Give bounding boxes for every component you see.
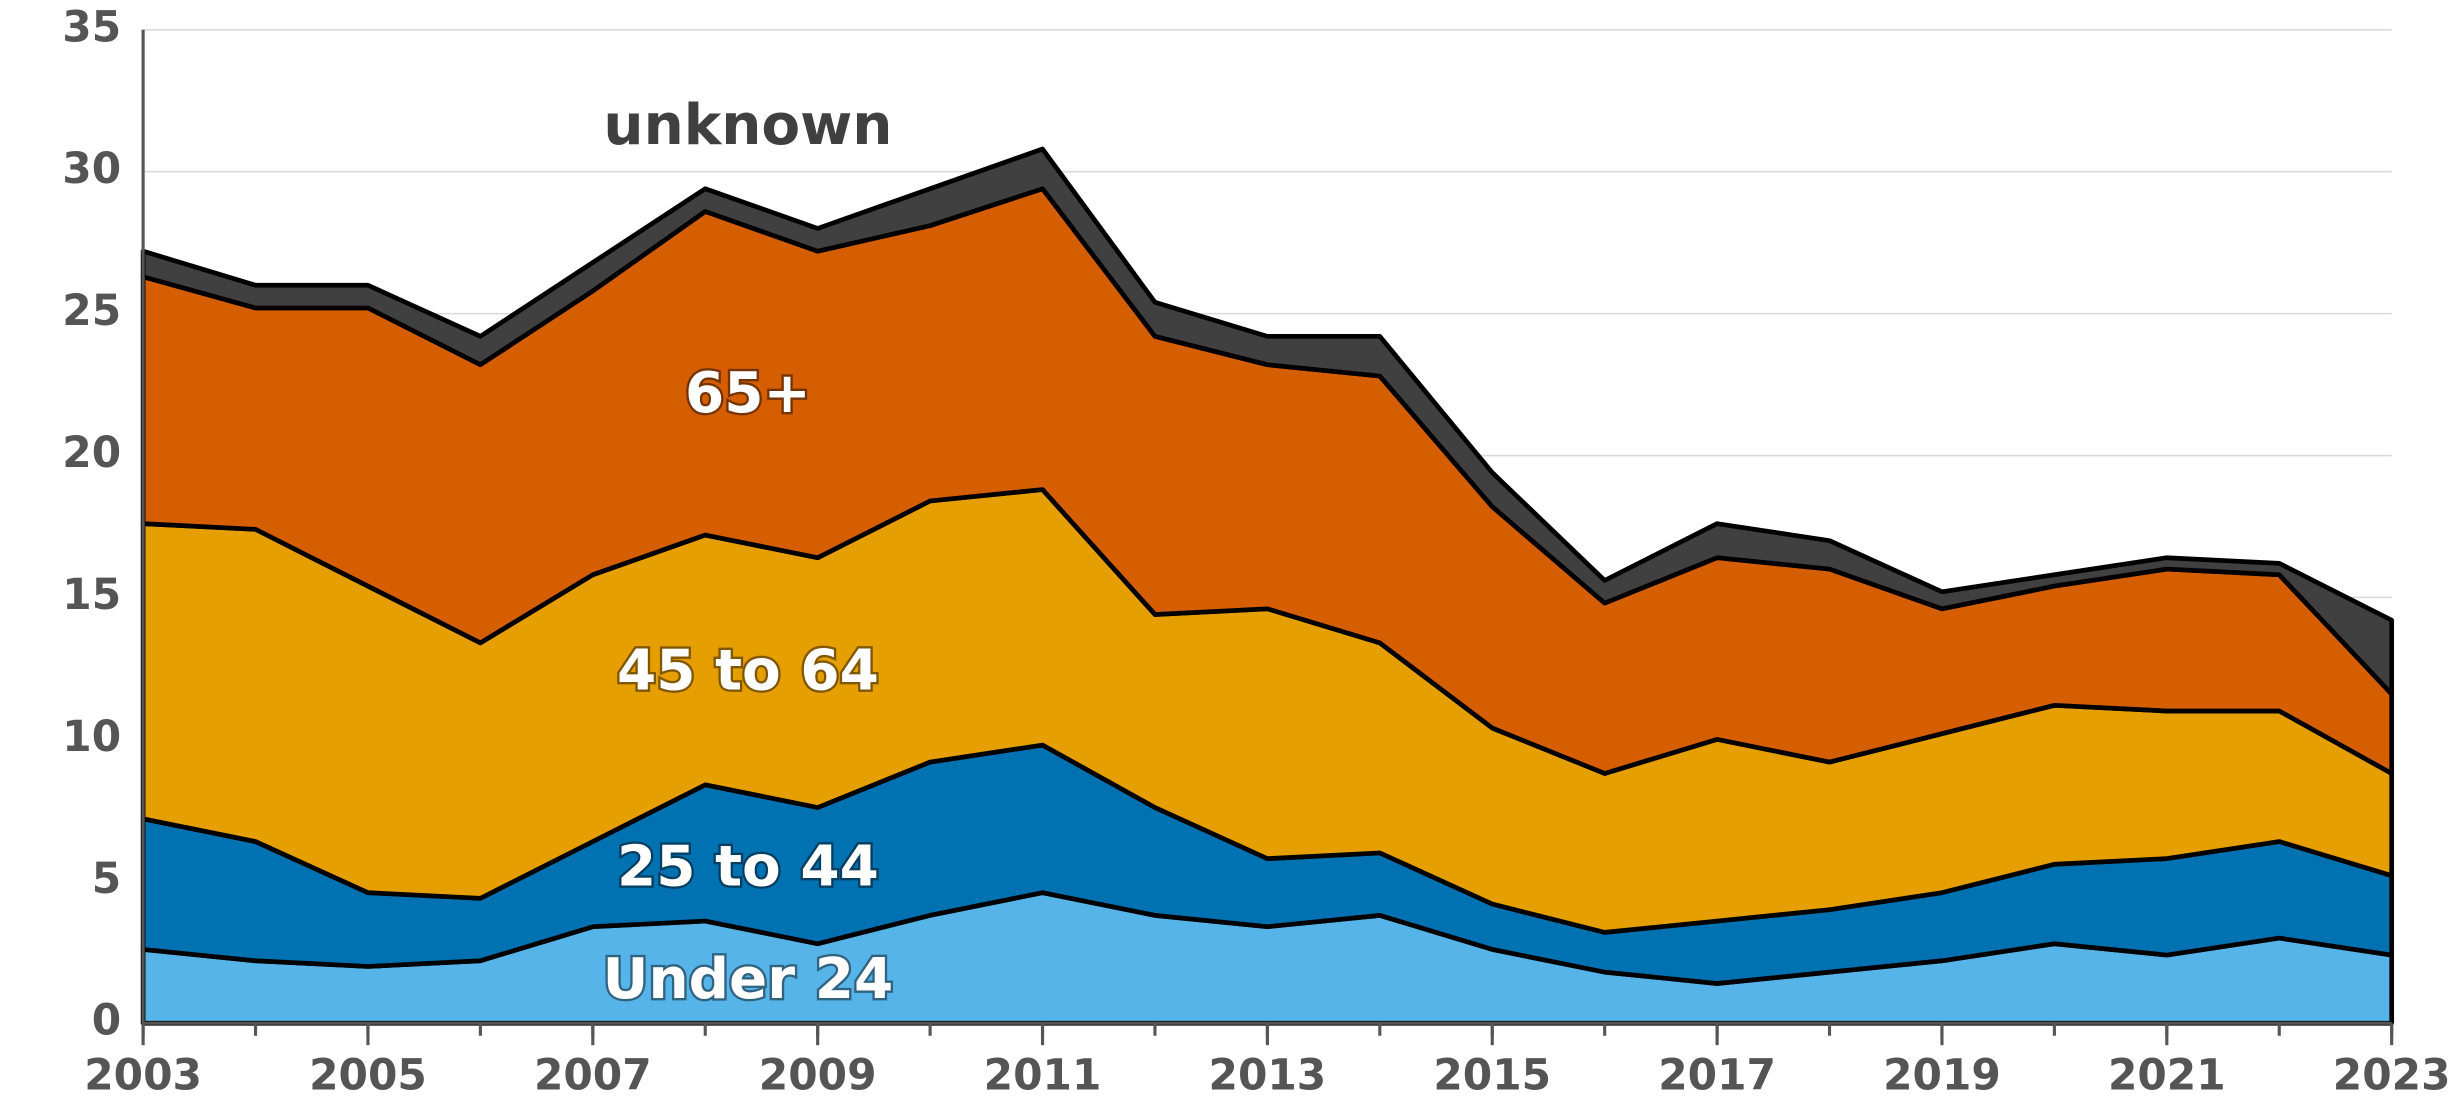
x-tick-label: 2023 xyxy=(2333,1051,2451,1100)
x-tick-label: 2005 xyxy=(309,1051,427,1100)
x-tick-label: 2003 xyxy=(84,1051,202,1100)
y-tick-label: 15 xyxy=(62,570,121,619)
y-tick-label: 35 xyxy=(62,2,121,51)
y-tick-label: 5 xyxy=(92,854,121,903)
x-tick-label: 2011 xyxy=(984,1051,1102,1100)
area xyxy=(140,146,2395,697)
x-tick-label: 2013 xyxy=(1209,1051,1327,1100)
series-label: 45 to 64 xyxy=(617,638,879,703)
x-tick-label: 2021 xyxy=(2108,1051,2226,1100)
x-tick-label: 2017 xyxy=(1658,1051,1776,1100)
x-tick-label: 2007 xyxy=(534,1051,652,1100)
series-label: unknown xyxy=(603,93,892,158)
y-tick-label: 10 xyxy=(62,712,121,761)
series-label: Under 24 xyxy=(603,947,894,1012)
x-tick-label: 2015 xyxy=(1433,1051,1551,1100)
x-tick-label: 2009 xyxy=(759,1051,877,1100)
y-tick-label: 20 xyxy=(62,428,121,477)
y-tick-label: 30 xyxy=(62,144,121,193)
x-tick-label: 2019 xyxy=(1883,1051,2001,1100)
series-label: 25 to 44 xyxy=(617,834,879,899)
series-label: 65+ xyxy=(685,361,811,426)
y-tick-label: 25 xyxy=(62,286,121,335)
y-tick-label: 0 xyxy=(92,996,121,1045)
